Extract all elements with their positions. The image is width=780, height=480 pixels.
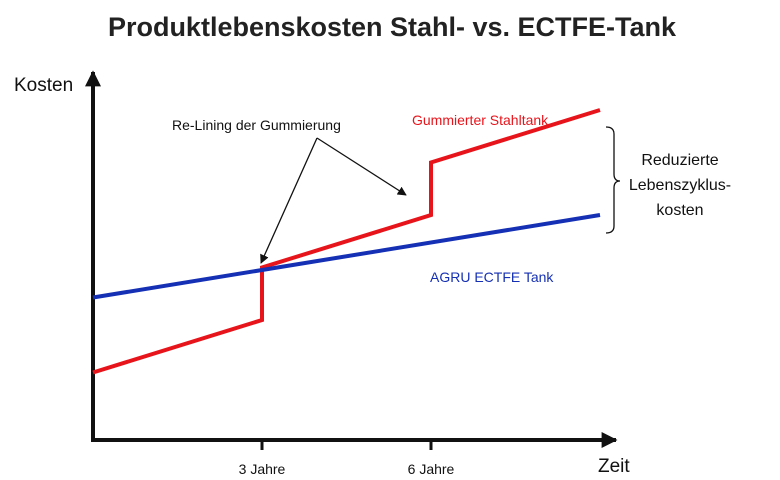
series-label-ectfe: AGRU ECTFE Tank: [430, 269, 554, 285]
x-tick-label: 6 Jahre: [408, 461, 455, 477]
chart-title: Produktlebenskosten Stahl- vs. ECTFE-Tan…: [108, 12, 677, 42]
x-axis-label: Zeit: [598, 456, 630, 477]
relining-annotation: Re-Lining der Gummierung: [172, 117, 407, 264]
brace-label-line-1: Reduzierte: [641, 152, 718, 169]
relining-label: Re-Lining der Gummierung: [172, 117, 341, 133]
series-lines: [92, 108, 601, 375]
series-label-steel: Gummierter Stahltank: [412, 112, 549, 128]
brace-label-line-2: Lebenszyklus-: [629, 177, 731, 194]
series-line-0: [92, 108, 601, 375]
y-axis-label: Kosten: [14, 75, 73, 96]
relining-arrow-left: [260, 137, 318, 264]
brace-label-line-3: kosten: [656, 202, 703, 219]
x-ticks: 3 Jahre 6 Jahre: [239, 440, 455, 477]
series-line-1: [92, 213, 601, 300]
x-tick-label: 3 Jahre: [239, 461, 286, 477]
brace: [605, 126, 621, 234]
relining-arrow-right: [316, 137, 407, 196]
